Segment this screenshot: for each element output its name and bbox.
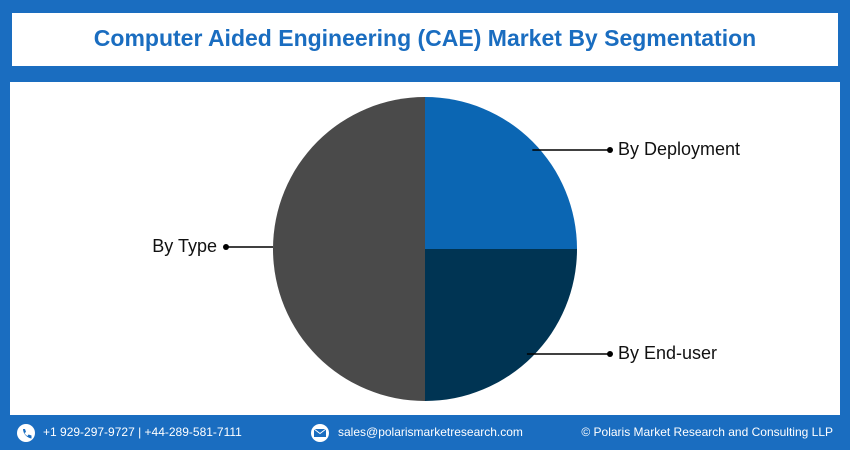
leader-dot xyxy=(607,147,613,153)
footer-email: sales@polarismarketresearch.com xyxy=(338,425,523,439)
leader-dot xyxy=(223,244,229,250)
pie-slice xyxy=(425,249,577,401)
title-box xyxy=(12,13,838,66)
slice-label: By End-user xyxy=(618,343,717,363)
footer-phone: +1 929-297-9727 | +44-289-581-7111 xyxy=(43,425,242,439)
chart-title: Computer Aided Engineering (CAE) Market … xyxy=(94,25,756,51)
pie xyxy=(273,97,577,401)
slice-label: By Type xyxy=(152,236,217,256)
pie-slice xyxy=(425,97,577,249)
email-flap xyxy=(313,428,327,435)
pie-slice xyxy=(273,97,425,401)
leader-dot xyxy=(607,351,613,357)
phone-glyph xyxy=(22,429,32,439)
slice-label: By Deployment xyxy=(618,139,740,159)
footer-copyright: © Polaris Market Research and Consulting… xyxy=(581,425,833,439)
phone-icon xyxy=(17,424,35,442)
